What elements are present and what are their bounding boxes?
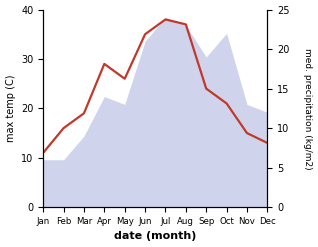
Y-axis label: max temp (C): max temp (C)	[5, 75, 16, 142]
X-axis label: date (month): date (month)	[114, 231, 197, 242]
Y-axis label: med. precipitation (kg/m2): med. precipitation (kg/m2)	[303, 48, 313, 169]
